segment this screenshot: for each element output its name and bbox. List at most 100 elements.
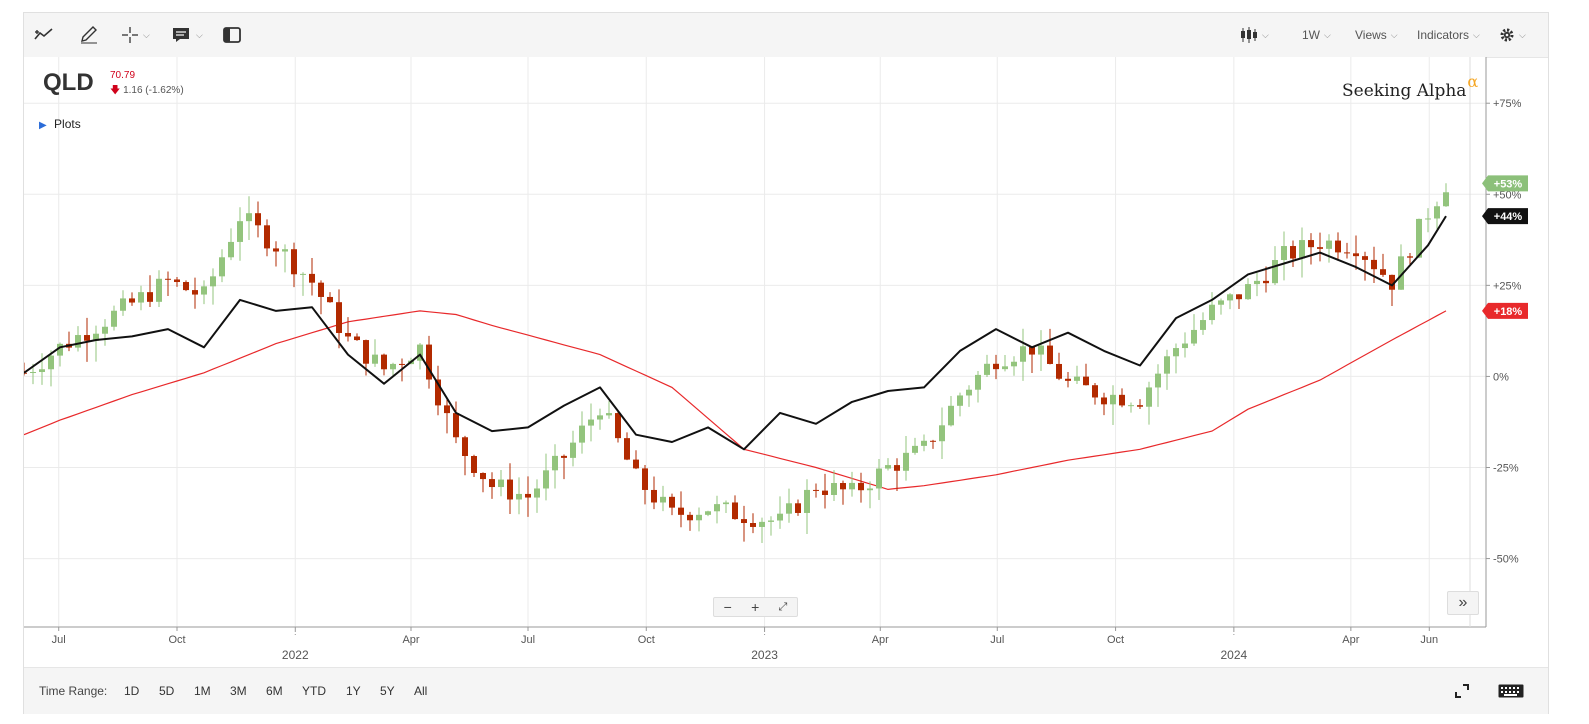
crosshair-tool[interactable]: ⌵ <box>121 13 150 57</box>
candle-body <box>1380 269 1386 275</box>
x-year-label: 2023 <box>751 648 778 662</box>
candle-body <box>300 273 306 275</box>
candle-body <box>1335 240 1341 253</box>
candle-body <box>489 479 495 488</box>
panel-icon <box>223 27 241 43</box>
chart-type-selector[interactable]: ⌵ <box>1240 13 1269 57</box>
candle-body <box>291 249 297 275</box>
brand-name: Seeking Alpha <box>1342 81 1467 101</box>
candle-body <box>1056 363 1062 379</box>
annotation-tool[interactable]: ⌵ <box>172 13 203 57</box>
candle-body <box>975 374 981 390</box>
candle-body <box>498 479 504 488</box>
range-1m[interactable]: 1M <box>194 684 211 698</box>
candle-body <box>453 413 459 438</box>
candle-body <box>345 332 351 337</box>
candle-body <box>651 489 657 503</box>
candle-body <box>1299 240 1305 259</box>
indicators-menu[interactable]: Indicators ⌵ <box>1417 13 1480 57</box>
candle-body <box>390 363 396 370</box>
candle-body <box>552 455 558 471</box>
candle-body <box>1245 284 1251 300</box>
candle-body <box>48 355 54 370</box>
y-tick-label: +50% <box>1493 189 1522 201</box>
scroll-to-latest-button[interactable]: » <box>1447 591 1479 615</box>
trend-line-icon <box>34 28 53 40</box>
candle-body <box>471 456 477 473</box>
candle-body <box>1398 256 1404 290</box>
draw-tool[interactable] <box>79 13 99 57</box>
candle-body <box>75 335 81 348</box>
chart-toolbar: ⌵ ⌵ ⌵ 1W ⌵ Views ⌵ Indicators ⌵ ⌵ <box>24 13 1548 58</box>
range-1y[interactable]: 1Y <box>346 684 361 698</box>
interval-selector[interactable]: 1W ⌵ <box>1302 13 1331 57</box>
candle-body <box>867 488 873 491</box>
candle-body <box>444 405 450 414</box>
candle-body <box>579 425 585 443</box>
range-5y[interactable]: 5Y <box>380 684 395 698</box>
candle-body <box>1371 259 1377 270</box>
candle-body <box>111 310 117 327</box>
candle-body <box>984 363 990 375</box>
candle-body <box>30 372 36 374</box>
range-ytd[interactable]: YTD <box>302 684 326 698</box>
fullscreen-button[interactable] <box>1454 668 1470 714</box>
range-3m[interactable]: 3M <box>230 684 247 698</box>
candle-body <box>930 440 936 442</box>
candle-body <box>903 452 909 471</box>
candle-body <box>1038 345 1044 355</box>
candle-body <box>1209 304 1215 321</box>
interval-label: 1W <box>1302 28 1320 42</box>
candle-body <box>426 344 432 380</box>
range-6m[interactable]: 6M <box>266 684 283 698</box>
candle-body <box>714 504 720 512</box>
keyboard-button[interactable] <box>1498 668 1524 714</box>
candle-body <box>840 483 846 490</box>
chart-widget: ⌵ ⌵ ⌵ 1W ⌵ Views ⌵ Indicators ⌵ ⌵ +7 <box>23 12 1549 714</box>
candle-body <box>1191 329 1197 344</box>
settings-menu[interactable]: ⌵ <box>1499 13 1526 57</box>
candle-body <box>1416 218 1422 258</box>
candle-body <box>39 369 45 373</box>
candle-body <box>1110 394 1116 405</box>
price-chart[interactable]: +75% +50% +25% 0% -25% -50% Jul Oct 2022 Apr Jul Oc… <box>24 57 1548 667</box>
zoom-out-button[interactable]: − <box>723 599 732 615</box>
candle-body <box>1308 240 1314 248</box>
candle-body <box>606 413 612 416</box>
reset-zoom-button[interactable]: ⤢ <box>778 600 788 613</box>
candle-body <box>885 465 891 469</box>
candle-body <box>1227 294 1233 301</box>
candle-body <box>1362 256 1368 260</box>
candle-body <box>201 286 207 295</box>
zoom-controls: − + ⤢ <box>713 597 798 617</box>
candle-body <box>921 440 927 446</box>
chevron-down-icon: ⌵ <box>196 29 203 40</box>
zoom-in-button[interactable]: + <box>751 599 760 615</box>
candle-body <box>264 225 270 249</box>
candle-body <box>1236 294 1242 300</box>
candle-body <box>642 468 648 490</box>
candle-body <box>1182 343 1188 349</box>
x-month-label: Jul <box>521 634 535 646</box>
comparison-line <box>24 215 1447 451</box>
candle-body <box>1173 348 1179 357</box>
last-price: 70.79 <box>110 70 136 81</box>
candle-body <box>1443 192 1449 207</box>
trend-line-tool[interactable] <box>34 13 56 57</box>
candle-body <box>894 465 900 471</box>
plots-toggle[interactable]: ▶ Plots <box>39 117 81 131</box>
range-5d[interactable]: 5D <box>159 684 175 698</box>
candle-body <box>723 502 729 505</box>
candle-body <box>633 459 639 469</box>
range-all[interactable]: All <box>414 684 428 698</box>
range-1d[interactable]: 1D <box>124 684 140 698</box>
badge-shape <box>1482 302 1528 319</box>
views-menu[interactable]: Views ⌵ <box>1355 13 1398 57</box>
candle-body <box>156 278 162 302</box>
candle-body <box>660 496 666 503</box>
x-month-label: Oct <box>1107 634 1124 646</box>
panel-toggle[interactable] <box>223 13 241 57</box>
candle-body <box>219 257 225 277</box>
candle-body <box>678 507 684 515</box>
plot-area <box>24 57 1486 627</box>
